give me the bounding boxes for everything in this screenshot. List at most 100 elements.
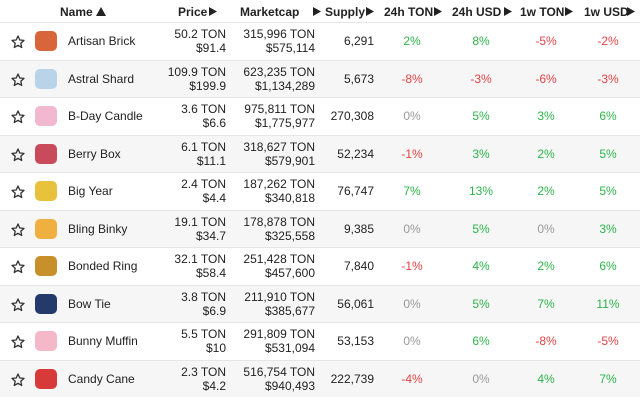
change-percent: -1% [401,259,423,273]
sort-24h-ton[interactable]: 24h TON [384,5,434,19]
supply: 6,291 [343,34,374,48]
change-percent: 5% [472,109,490,123]
price-ton: 3.8 TON [181,289,226,304]
favorite-star[interactable] [11,222,25,237]
favorite-star[interactable] [11,35,25,49]
price-usd: $91.4 [195,41,226,55]
change-percent: 5% [472,296,490,311]
price-ton: 3.6 TON [181,102,226,116]
change-percent: -6% [535,71,557,86]
price-ton: 2.3 TON [181,364,226,379]
change-percent: -5% [535,34,557,48]
price-usd: $6.6 [202,116,226,130]
gift-icon [35,143,57,164]
supply: 270,308 [330,109,374,123]
change-percent: 8% [472,34,490,48]
marketcap-ton: 318,627 TON [243,139,315,154]
change-percent: 2% [537,146,555,161]
gift-row[interactable]: Bow Tie 3.8 TON $6.9 211,910 TON $385,677 56,… [0,284,640,322]
gift-icon [35,181,57,201]
gift-icon [35,68,57,89]
sort-marketcap[interactable]: Marketcap [240,5,300,19]
gift-row[interactable]: Bling Binky 19.1 TON $34.7 178,878 TON $325,… [0,209,640,247]
gift-row[interactable]: Artisan Brick 50.2 TON $91.4 315,996 TON $57… [0,22,640,60]
gift-name: Big Year [68,184,113,198]
gift-row[interactable]: Berry Box 6.1 TON $11.1 318,627 TON $579,901… [0,134,640,172]
favorite-star[interactable] [11,147,25,162]
change-percent: 6% [472,334,490,348]
marketcap-usd: $575,114 [265,41,315,55]
favorite-star[interactable] [11,260,25,274]
change-percent: 6% [599,259,617,273]
change-percent: 3% [472,146,490,161]
price-ton: 6.1 TON [181,139,226,154]
marketcap-usd: $940,493 [264,378,315,393]
sort-price[interactable]: Price [178,5,208,19]
change-percent: 6% [599,109,617,123]
sort-supply[interactable]: Supply [325,5,366,19]
supply: 7,840 [343,259,374,273]
marketcap-usd: $579,901 [264,153,315,168]
marketcap-ton: 211,910 TON [244,289,315,304]
favorite-star[interactable] [11,72,25,87]
sort-24h-usd[interactable]: 24h USD [452,5,502,19]
marketcap-usd: $1,775,977 [254,116,315,130]
sort-name[interactable]: Name [60,5,93,19]
marketcap-usd: $325,558 [264,228,315,243]
change-percent: -5% [597,334,619,348]
change-percent: -8% [535,334,557,348]
price-ton: 32.1 TON [174,252,226,266]
supply: 9,385 [343,221,374,236]
sort-icon [366,7,374,16]
gift-row[interactable]: Candy Cane 2.3 TON $4.2 516,754 TON $940,493… [0,359,640,397]
change-percent: 3% [599,221,617,236]
gift-row[interactable]: Bunny Muffin 5.5 TON $10 291,809 TON $531,09… [0,322,640,360]
gift-name: B-Day Candle [68,109,143,123]
favorite-star[interactable] [11,335,25,349]
sort-icon [565,7,573,16]
gift-row[interactable]: Big Year 2.4 TON $4.4 187,262 TON $340,818 76… [0,172,640,210]
price-ton: 50.2 TON [174,27,226,41]
marketcap-ton: 251,428 TON [243,252,315,266]
gift-row[interactable]: Bonded Ring 32.1 TON $58.4 251,428 TON $457,… [0,247,640,285]
sort-icon [434,7,442,16]
change-percent: 2% [537,184,555,198]
price-usd: $34.7 [195,228,226,243]
favorite-star[interactable] [11,110,25,124]
marketcap-ton: 291,809 TON [243,327,315,341]
change-percent: 13% [468,184,494,198]
sort-1w-usd[interactable]: 1w USD [584,5,629,19]
gift-name: Bling Binky [68,221,128,236]
price-usd: $58.4 [195,266,226,280]
gift-name: Astral Shard [68,71,135,86]
sort-icon [627,7,635,16]
sort-icon [313,7,321,16]
header-row: Name Price Marketcap Supply 24h TON 24h … [0,0,640,22]
marketcap-ton: 623,235 TON [243,64,315,79]
change-percent: -3% [597,71,619,86]
marketcap-ton: 315,996 TON [243,27,315,41]
change-percent: 0% [537,221,555,236]
gift-row[interactable]: Astral Shard 109.9 TON $199.9 623,235 TON $1… [0,59,640,97]
favorite-star[interactable] [11,372,25,387]
supply: 222,739 [330,371,374,386]
favorite-star[interactable] [11,297,25,312]
price-usd: $11.1 [196,153,226,168]
gift-row[interactable]: B-Day Candle 3.6 TON $6.6 975,811 TON $1,775… [0,97,640,135]
gift-name: Bow Tie [68,296,111,311]
marketcap-ton: 975,811 TON [244,102,315,116]
marketcap-usd: $385,677 [264,303,315,318]
sort-1w-ton[interactable]: 1w TON [520,5,565,19]
supply: 56,061 [337,296,374,311]
price-usd: $10 [205,341,226,355]
change-percent: 11% [596,296,620,311]
gift-name: Candy Cane [68,371,135,386]
sort-asc-icon [96,7,106,16]
change-percent: -2% [597,34,619,48]
sort-icon [504,7,512,16]
price-ton: 2.4 TON [181,177,226,191]
gift-icon [35,218,57,239]
favorite-star[interactable] [11,185,25,199]
supply: 5,673 [343,71,374,86]
change-percent: 0% [403,296,421,311]
